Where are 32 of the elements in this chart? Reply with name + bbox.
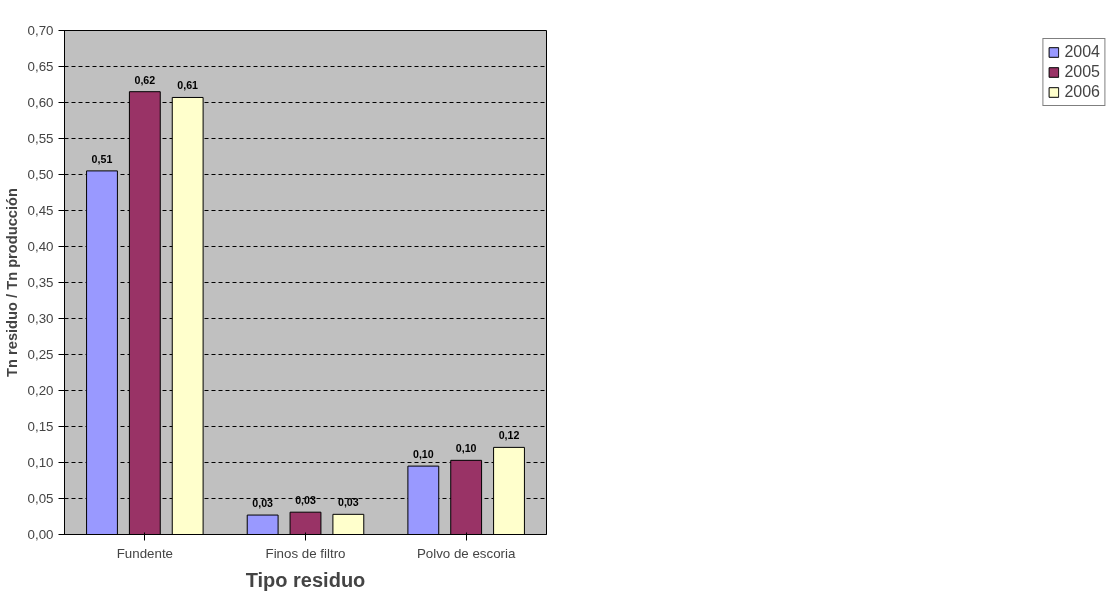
data-label: 0,03 (295, 494, 316, 507)
data-label: 0,61 (177, 79, 199, 92)
legend-label: 2005 (1064, 63, 1100, 81)
y-tick-label: 0,00 (27, 527, 54, 542)
y-tick-label: 0,35 (27, 275, 54, 290)
y-axis-title: Tn residuo / Tn producción (3, 188, 20, 377)
data-label: 0,51 (91, 152, 113, 165)
data-label: 0,62 (134, 73, 156, 86)
data-label: 0,03 (337, 496, 359, 509)
legend-label: 2004 (1064, 43, 1100, 61)
data-label: 0,10 (455, 442, 477, 455)
y-tick-label: 0,05 (27, 491, 54, 506)
x-axis-title: Tipo residuo (245, 568, 366, 591)
y-tick-label: 0,70 (27, 23, 54, 38)
y-tick-label: 0,30 (27, 311, 54, 326)
data-label: 0,12 (498, 429, 520, 442)
y-tick-label: 0,60 (27, 95, 54, 110)
y-tick-label: 0,15 (27, 419, 54, 434)
y-tick-label: 0,20 (27, 383, 54, 398)
y-tick-label: 0,10 (27, 455, 54, 470)
y-tick-label: 0,55 (27, 131, 54, 146)
data-label: 0,03 (252, 497, 274, 510)
y-tick-label: 0,50 (27, 167, 54, 182)
y-tick-label: 0,45 (27, 203, 54, 218)
y-tick-label: 0,25 (27, 347, 54, 362)
data-label: 0,10 (412, 448, 434, 461)
legend-label: 2006 (1064, 83, 1100, 101)
x-tick-label: Fundente (116, 545, 173, 561)
y-tick-label: 0,65 (27, 59, 54, 74)
y-tick-label: 0,40 (27, 239, 54, 254)
x-tick-label: Polvo de escoria (416, 545, 517, 561)
x-tick-label: Finos de filtro (265, 545, 346, 561)
